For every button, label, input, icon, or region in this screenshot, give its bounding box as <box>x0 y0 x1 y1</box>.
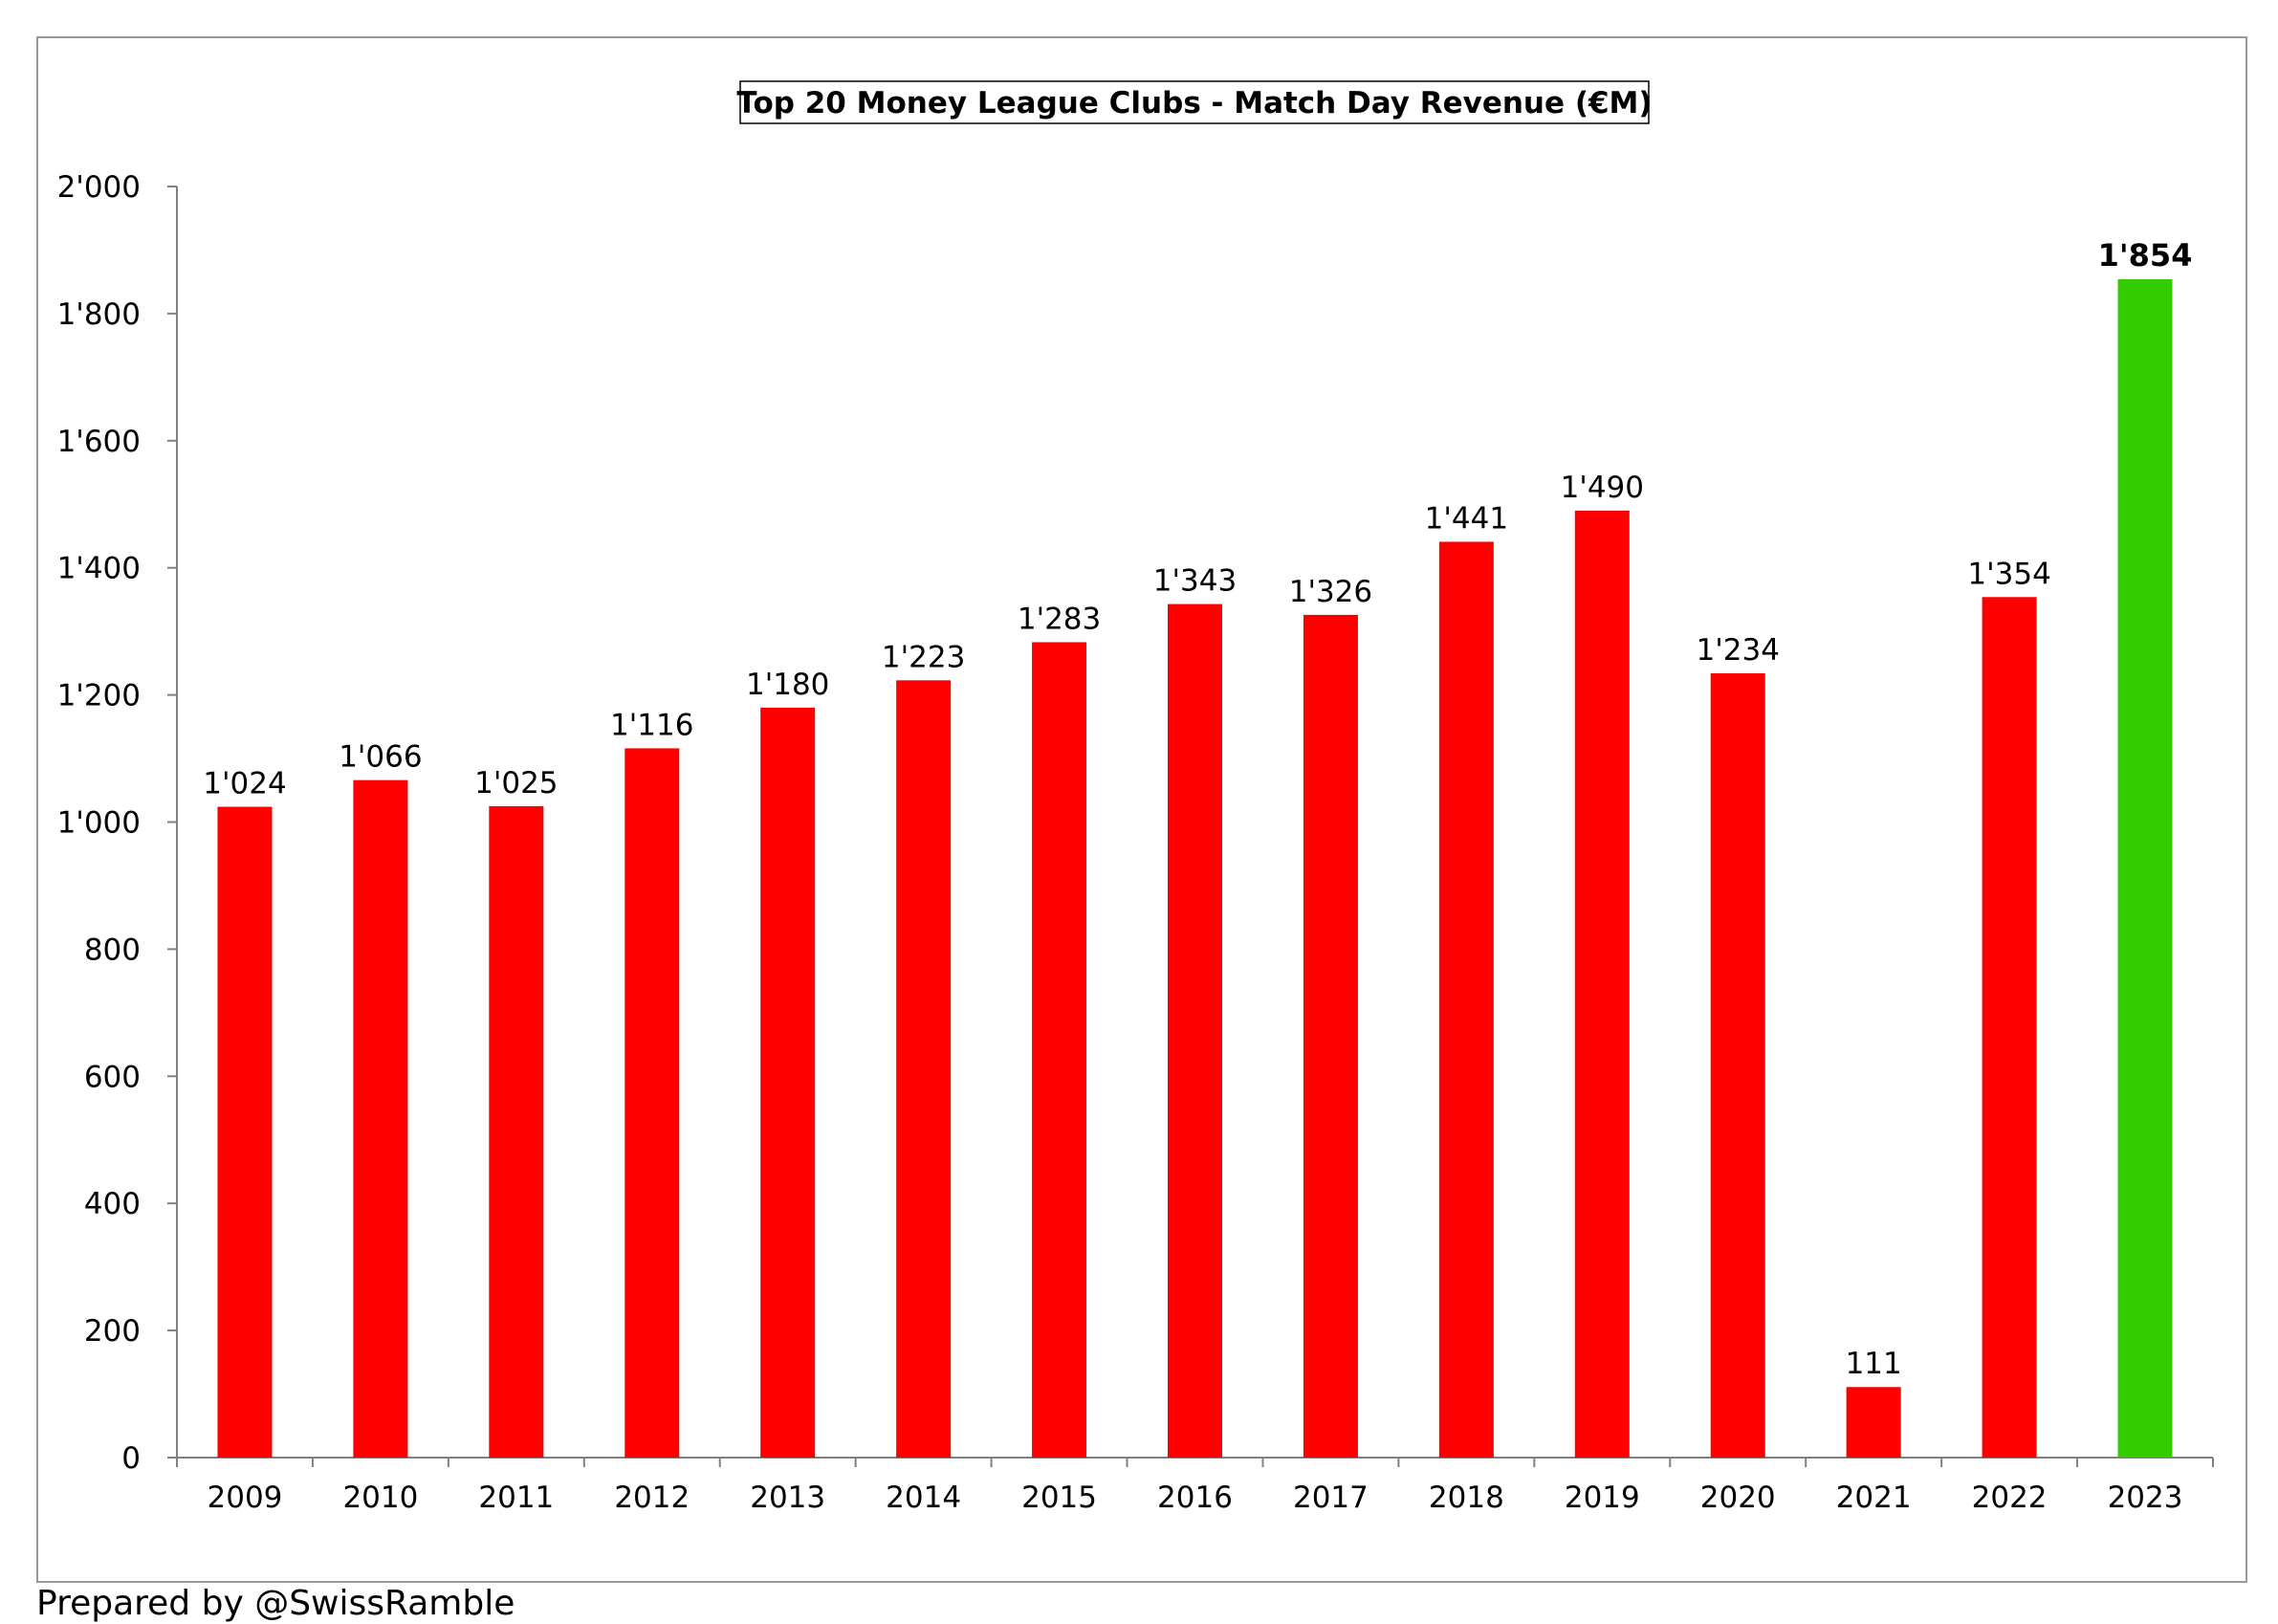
bar <box>624 748 680 1458</box>
data-labels: 1'024 1'066 1'025 1'116 1'180 1'223 1'283 1'343… <box>203 237 2192 1381</box>
x-tick-label: 2013 <box>750 1481 825 1515</box>
x-tick-label: 2009 <box>208 1481 283 1515</box>
bar <box>1982 597 2037 1458</box>
chart-title-box: Top 20 Money League Clubs - Match Day Re… <box>736 80 1653 124</box>
y-tick-label: 400 <box>84 1187 141 1221</box>
y-tick-label: 1'600 <box>57 425 141 459</box>
bar <box>1303 614 1358 1458</box>
data-label: 1'326 <box>1289 575 1372 609</box>
x-axis: 2009 2010 2011 2012 2013 2014 2015 2016 2017 2018… <box>176 1457 2214 1515</box>
chart-title: Top 20 Money League Clubs - Match Day Re… <box>736 86 1652 121</box>
x-tick-label: 2010 <box>342 1481 418 1515</box>
data-label: 1'066 <box>339 740 422 775</box>
bar <box>1846 1387 1901 1458</box>
bar <box>489 805 544 1458</box>
x-tick-label: 2011 <box>478 1481 554 1515</box>
x-tick-label: 2018 <box>1429 1481 1504 1515</box>
bar <box>1574 510 1630 1458</box>
bar <box>1710 673 1765 1458</box>
x-tick-label: 2019 <box>1565 1481 1640 1515</box>
bar <box>1168 604 1222 1458</box>
x-tick-label: 2020 <box>1700 1481 1776 1515</box>
data-label: 1'283 <box>1018 602 1101 636</box>
y-tick-label: 2'000 <box>57 170 141 205</box>
bar <box>896 680 952 1458</box>
data-label: 1'116 <box>610 708 693 742</box>
y-tick-label: 1'400 <box>57 552 141 586</box>
data-label: 1'234 <box>1697 633 1780 668</box>
bar <box>1032 642 1087 1458</box>
bar-series <box>217 279 2173 1459</box>
y-tick-label: 200 <box>84 1314 141 1349</box>
data-label: 1'354 <box>1967 557 2050 591</box>
x-tick-label: 2023 <box>2108 1481 2183 1515</box>
bar <box>760 707 816 1458</box>
data-label: 1'441 <box>1425 501 1508 536</box>
data-label: 1'025 <box>474 766 558 801</box>
data-label: 1'343 <box>1153 564 1237 599</box>
data-label: 111 <box>1846 1347 1902 1381</box>
y-tick-label: 0 <box>121 1441 141 1476</box>
footer-credit: Prepared by @SwissRamble <box>36 1584 515 1623</box>
y-tick-label: 1'800 <box>57 297 141 332</box>
data-label: 1'024 <box>203 767 286 801</box>
data-label: 1'180 <box>746 668 829 702</box>
x-tick-label: 2022 <box>1972 1481 2048 1515</box>
x-tick-label: 2016 <box>1157 1481 1233 1515</box>
x-tick-label: 2012 <box>614 1481 690 1515</box>
bar <box>2117 279 2173 1459</box>
chart-title-border <box>739 80 1650 124</box>
x-tick-label: 2015 <box>1021 1481 1097 1515</box>
y-tick-label: 1'200 <box>57 679 141 713</box>
data-label: 1'854 <box>2098 237 2193 274</box>
y-tick-label: 1'000 <box>57 806 141 841</box>
bar <box>1438 541 1494 1458</box>
data-label: 1'490 <box>1561 471 1644 505</box>
data-label: 1'223 <box>882 640 965 674</box>
bar <box>217 806 273 1458</box>
x-tick-label: 2021 <box>1836 1481 1912 1515</box>
y-axis: 0 200 400 600 800 1'000 1'200 1'400 1'600 1'800 2'… <box>57 170 178 1476</box>
bar <box>353 779 408 1458</box>
y-tick-label: 600 <box>84 1060 141 1094</box>
x-tick-label: 2017 <box>1293 1481 1369 1515</box>
x-tick-label: 2014 <box>886 1481 961 1515</box>
y-tick-label: 800 <box>84 933 141 967</box>
